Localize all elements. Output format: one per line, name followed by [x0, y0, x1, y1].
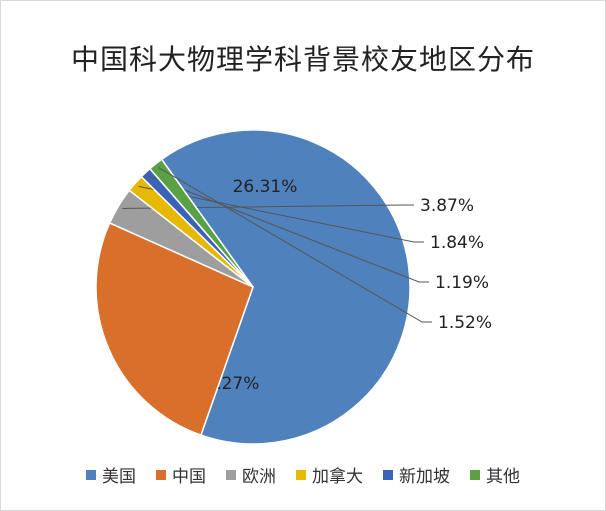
- legend-label-3: 欧洲: [242, 467, 276, 487]
- legend-swatch-1: [86, 469, 96, 480]
- legend-label-4: 加拿大: [312, 467, 363, 487]
- legend-item-6: 其他: [470, 462, 520, 487]
- leader-line-4: [138, 185, 424, 243]
- legend-swatch-5: [383, 469, 393, 480]
- pie-slice-2: [95, 221, 254, 437]
- legend-item-1: 美国: [86, 462, 136, 487]
- legend-label-5: 新加坡: [399, 467, 450, 487]
- data-label-2: 26.31%: [233, 177, 298, 197]
- data-label-4: 1.84%: [430, 233, 484, 253]
- legend-swatch-4: [296, 469, 306, 480]
- chart-title: 中国科大物理学科背景校友地区分布: [70, 43, 535, 76]
- legend-item-5: 新加坡: [383, 462, 450, 487]
- leader-line-3: [122, 204, 414, 209]
- legend-item-4: 加拿大: [296, 462, 363, 487]
- legend-label-2: 中国: [172, 467, 206, 487]
- legend-swatch-6: [470, 469, 480, 480]
- legend-swatch-2: [156, 469, 166, 480]
- pie-slice-6: [148, 158, 254, 288]
- legend-label-6: 其他: [486, 467, 520, 487]
- chart-legend: 美国 中国 欧洲 加拿大 新加坡 其他: [0, 462, 606, 487]
- legend-label-1: 美国: [102, 467, 136, 487]
- legend-item-3: 欧洲: [226, 462, 276, 487]
- legend-item-2: 中国: [156, 462, 206, 487]
- data-label-3: 3.87%: [420, 196, 474, 216]
- data-label-6: 1.52%: [438, 313, 492, 333]
- legend-swatch-3: [226, 469, 236, 480]
- leader-line-6: [158, 167, 432, 323]
- data-label-5: 1.19%: [435, 273, 489, 293]
- pie-slice-1: [160, 129, 411, 445]
- leader-line-5: [148, 175, 429, 283]
